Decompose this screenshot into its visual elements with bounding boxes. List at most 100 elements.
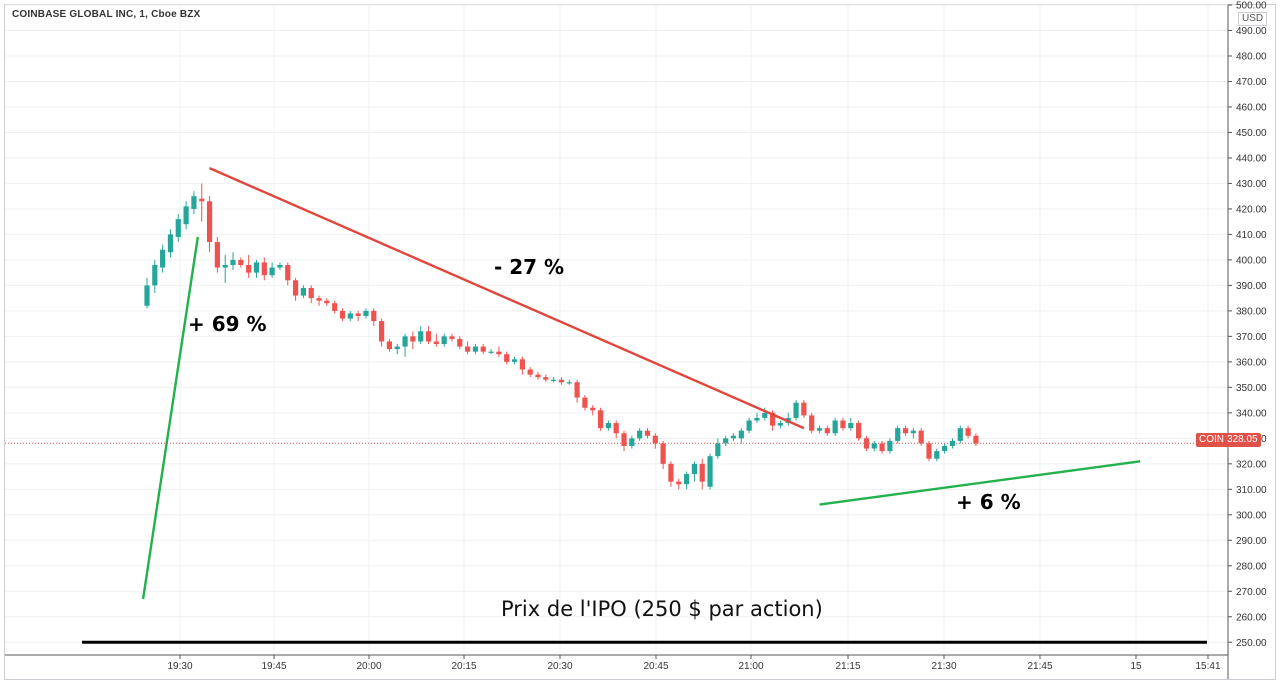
- candle-body: [152, 265, 158, 286]
- candle-body: [683, 474, 690, 485]
- candle-body: [472, 346, 479, 352]
- ipo-price-label: Prix de l'IPO (250 $ par action): [501, 597, 823, 621]
- x-tick-label: 21:30: [931, 661, 956, 672]
- candle-body: [699, 463, 705, 482]
- candle-body: [394, 346, 400, 350]
- x-tick-label: 20:30: [547, 661, 572, 672]
- y-tick-label: 460.00: [1236, 102, 1267, 113]
- x-tick-label: 20:00: [356, 661, 381, 672]
- chart-title: COINBASE GLOBAL INC, 1, Cboe BZX: [12, 9, 201, 20]
- candle-body: [965, 428, 971, 436]
- candle-body: [824, 428, 830, 434]
- candle-body: [910, 430, 916, 434]
- candle-body: [809, 415, 815, 431]
- candle-body: [543, 377, 549, 380]
- candle-body: [558, 379, 565, 383]
- candle-body: [449, 336, 455, 339]
- candle-body: [347, 313, 353, 319]
- last-price-badge: COIN 328.05: [1196, 433, 1261, 447]
- candle-body: [253, 262, 260, 273]
- y-tick-label: 250.00: [1236, 638, 1267, 649]
- candle-body: [754, 417, 760, 421]
- candle-body: [386, 341, 393, 350]
- trendline-decline: [209, 167, 805, 430]
- candle-body: [238, 259, 244, 265]
- candle-body: [597, 410, 604, 429]
- y-tick-label: 430.00: [1236, 179, 1267, 190]
- candle-body: [629, 438, 635, 446]
- candle-body: [214, 242, 220, 268]
- candle-body: [644, 430, 651, 436]
- candle-body: [715, 443, 721, 457]
- candle-body: [863, 438, 870, 449]
- candle-body: [222, 265, 228, 268]
- candle-body: [496, 351, 502, 355]
- gain-open-label: + 69 %: [188, 312, 267, 336]
- candle-body: [292, 280, 299, 296]
- candle-body: [371, 310, 377, 322]
- y-tick-label: 370.00: [1236, 332, 1267, 343]
- trendline-gain-late: [819, 460, 1141, 506]
- trendline-gain-open: [141, 236, 200, 600]
- x-tick-label: 15:41: [1195, 661, 1220, 672]
- candle-body: [535, 374, 541, 378]
- y-tick-label: 320.00: [1236, 459, 1267, 470]
- y-tick-label: 310.00: [1236, 485, 1267, 496]
- candle-body: [856, 423, 862, 439]
- candle-body: [418, 331, 424, 342]
- candle-body: [206, 201, 213, 243]
- candle-body: [730, 435, 737, 439]
- candle-body: [480, 346, 486, 352]
- candle-body: [167, 234, 174, 253]
- candle-body: [261, 262, 267, 276]
- y-tick-label: 380.00: [1236, 306, 1267, 317]
- candle-body: [832, 420, 838, 434]
- candle-body: [402, 336, 408, 347]
- y-tick-label: 270.00: [1236, 587, 1267, 598]
- y-tick-label: 390.00: [1236, 281, 1267, 292]
- candle-body: [511, 359, 518, 362]
- candle-body: [339, 310, 346, 319]
- candle-body: [848, 423, 854, 429]
- candle-body: [668, 463, 674, 482]
- candle-body: [590, 407, 596, 411]
- y-tick-label: 260.00: [1236, 612, 1267, 623]
- candle-body: [895, 428, 901, 441]
- candle-body: [605, 423, 611, 429]
- x-tick-label: 21:45: [1027, 661, 1052, 672]
- y-tick-label: 490.00: [1236, 26, 1267, 37]
- y-tick-label: 300.00: [1236, 510, 1267, 521]
- candle-body: [676, 481, 682, 485]
- y-tick-label: 350.00: [1236, 383, 1267, 394]
- candle-body: [160, 249, 166, 268]
- candle-body: [637, 430, 643, 439]
- candle-body: [441, 336, 447, 345]
- candle-body: [566, 382, 572, 384]
- candle-body: [957, 428, 963, 441]
- candle-body: [308, 287, 314, 299]
- y-tick-label: 410.00: [1236, 230, 1267, 241]
- y-tick-label: 450.00: [1236, 128, 1267, 139]
- candle-body: [879, 443, 885, 452]
- candle-body: [652, 435, 658, 444]
- candle-body: [504, 354, 510, 362]
- candle-body: [723, 438, 729, 444]
- candle-body: [582, 397, 588, 408]
- candle-body: [316, 298, 322, 301]
- currency-label: USD: [1238, 12, 1268, 26]
- candle-body: [942, 445, 948, 452]
- candle-body: [949, 440, 956, 446]
- candle-body: [379, 321, 385, 342]
- candle-body: [816, 428, 823, 431]
- candle-body: [269, 267, 275, 276]
- candle-body: [926, 443, 932, 459]
- candle-body: [707, 456, 713, 487]
- candle-body: [285, 265, 291, 281]
- candle-body: [902, 428, 909, 434]
- ticker-label: COIN: [1199, 434, 1224, 445]
- candle-body: [324, 300, 330, 304]
- candle-body: [191, 196, 197, 209]
- candle-body: [613, 423, 619, 434]
- candle-body: [175, 219, 181, 237]
